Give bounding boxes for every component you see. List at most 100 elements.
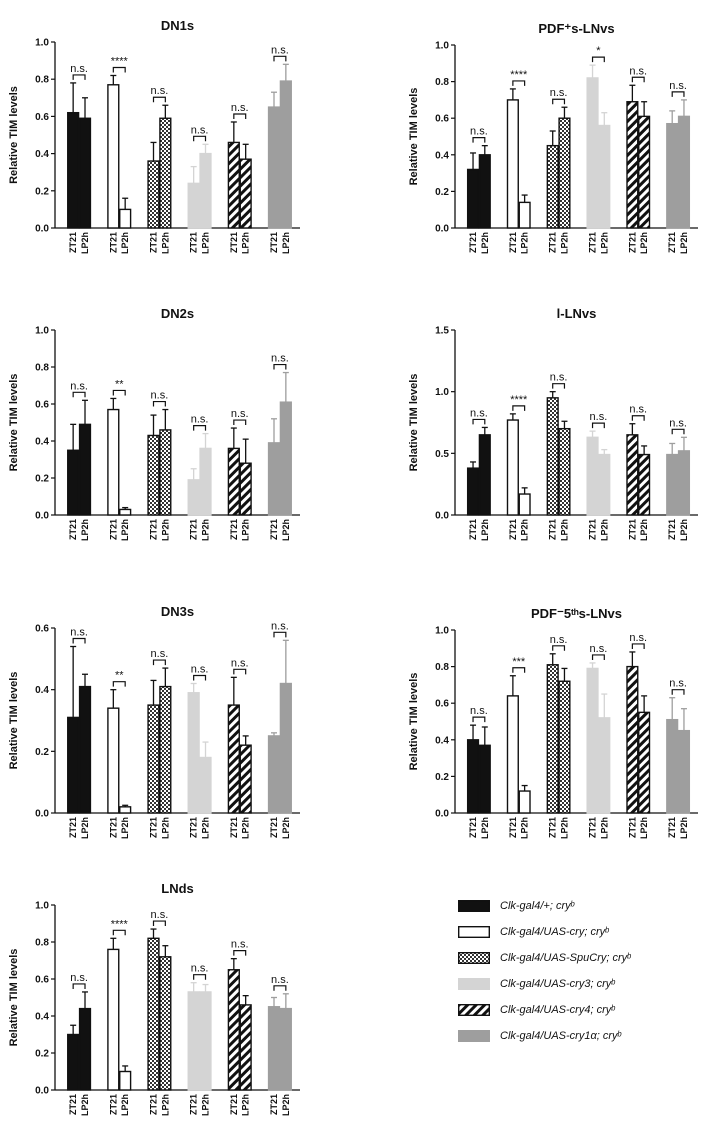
significance-bracket [193, 425, 207, 431]
significance-label: n.s. [629, 65, 647, 77]
x-tick-label: LP2h [679, 519, 689, 541]
y-axis-label: Relative TIM levels [8, 374, 20, 472]
bar [677, 450, 691, 516]
y-tick-label: 0.4 [35, 437, 49, 448]
y-tick-label: 0.8 [35, 363, 49, 374]
bar [67, 1033, 80, 1091]
x-tick-label: ZT21 [68, 232, 78, 253]
legend-item: Clk-gal4/UAS-cry4; cryᵇ [458, 999, 703, 1021]
bar [239, 744, 252, 814]
legend-swatch [458, 952, 490, 964]
bar [518, 201, 531, 229]
bar [239, 1004, 252, 1091]
legend-item: Clk-gal4/UAS-SpuCry; cryᵇ [458, 947, 703, 969]
significance-label: **** [510, 69, 528, 81]
significance-bracket [631, 76, 645, 83]
bar [586, 436, 599, 516]
x-tick-label: ZT21 [269, 232, 279, 253]
bar [267, 106, 281, 229]
x-tick-label: LP2h [80, 519, 90, 541]
panel-2: DN2s Relative TIM levels 0.0 0.2 0.4 0.6 0.8 1.… [8, 306, 300, 541]
legend-label: Clk-gal4/UAS-cry1α; cryᵇ [500, 1030, 621, 1042]
legend-swatch [458, 978, 490, 990]
y-tick-label: 0.8 [435, 662, 449, 673]
x-tick-label: ZT21 [588, 519, 598, 540]
x-tick-label: LP2h [559, 817, 569, 839]
significance-bracket [273, 985, 287, 991]
y-tick-label: 0.2 [435, 772, 449, 783]
bar [478, 154, 491, 229]
y-axis-label: Relative TIM levels [8, 86, 20, 184]
y-tick-label: 0.0 [435, 809, 449, 820]
y-tick-label: 0.0 [35, 511, 49, 522]
significance-label: n.s. [70, 63, 88, 75]
bar [187, 479, 200, 516]
bar [279, 682, 292, 814]
significance-label: n.s. [70, 972, 88, 984]
x-tick-label: LP2h [201, 232, 211, 254]
significance-bracket [72, 637, 86, 644]
bar [267, 735, 281, 814]
x-tick-label: LP2h [241, 232, 251, 254]
x-tick-label: ZT21 [269, 519, 279, 540]
significance-label: n.s. [231, 657, 249, 669]
significance-label: * [596, 45, 601, 57]
legend-swatch-fill [458, 952, 490, 964]
bar [78, 423, 92, 516]
significance-label: n.s. [70, 627, 88, 639]
x-tick-label: LP2h [559, 232, 569, 254]
y-tick-label: 0.4 [435, 735, 449, 746]
bar [677, 729, 691, 814]
significance-label: ** [115, 378, 124, 390]
panel-5: PDF⁻5ᵗʰs-LNvs Relative TIM levels 0.0 0.2 0.… [408, 606, 698, 839]
y-tick-label: 1.0 [435, 387, 449, 398]
bar [227, 141, 240, 229]
x-tick-label: LP2h [80, 1094, 90, 1116]
bar [279, 1007, 292, 1091]
bar [159, 956, 172, 1091]
y-tick-label: 0.6 [435, 114, 449, 125]
panel-0: DN1s Relative TIM levels 0.0 0.2 0.4 0.6 0.8 1.… [8, 18, 300, 254]
significance-label: n.s. [550, 634, 568, 646]
bar [518, 790, 531, 814]
bar [199, 991, 212, 1091]
y-tick-label: 0.4 [35, 1012, 49, 1023]
legend-swatch [458, 900, 490, 912]
significance-label: **** [111, 918, 129, 930]
x-tick-label: LP2h [201, 1094, 211, 1116]
bar [558, 680, 571, 814]
y-tick-label: 0.0 [435, 224, 449, 235]
y-tick-label: 1.0 [435, 41, 449, 52]
bar [187, 991, 200, 1091]
y-axis-label: Relative TIM levels [8, 672, 20, 770]
significance-label: n.s. [550, 87, 568, 99]
y-tick-label: 0.8 [35, 75, 49, 86]
bar [119, 508, 132, 516]
significance-bracket [233, 419, 247, 426]
bar [666, 718, 679, 814]
panel-title: DN3s [161, 604, 194, 619]
x-tick-label: LP2h [120, 232, 130, 254]
significance-bracket [671, 428, 685, 435]
y-tick-label: 0.2 [35, 747, 49, 758]
panel-1: PDF⁺s-LNvs Relative TIM levels 0.0 0.2 0.4 0.… [408, 21, 698, 254]
y-tick-label: 0.6 [35, 624, 49, 635]
x-tick-label: ZT21 [667, 232, 677, 253]
bar [147, 704, 160, 814]
bar [638, 711, 651, 814]
x-tick-label: ZT21 [548, 232, 558, 253]
x-tick-label: LP2h [281, 817, 291, 839]
x-tick-label: ZT21 [108, 519, 118, 540]
panel-title: LNds [161, 881, 194, 896]
significance-label: *** [512, 656, 526, 668]
significance-label: n.s. [550, 372, 568, 384]
x-tick-label: LP2h [201, 817, 211, 839]
significance-bracket [72, 983, 86, 989]
x-tick-label: ZT21 [468, 817, 478, 838]
panel-title: DN2s [161, 306, 194, 321]
bar [119, 208, 132, 229]
significance-label: n.s. [151, 648, 169, 660]
bar [666, 122, 679, 229]
legend-item: Clk-gal4/UAS-cry3; cryᵇ [458, 973, 703, 995]
significance-bracket [152, 400, 166, 407]
